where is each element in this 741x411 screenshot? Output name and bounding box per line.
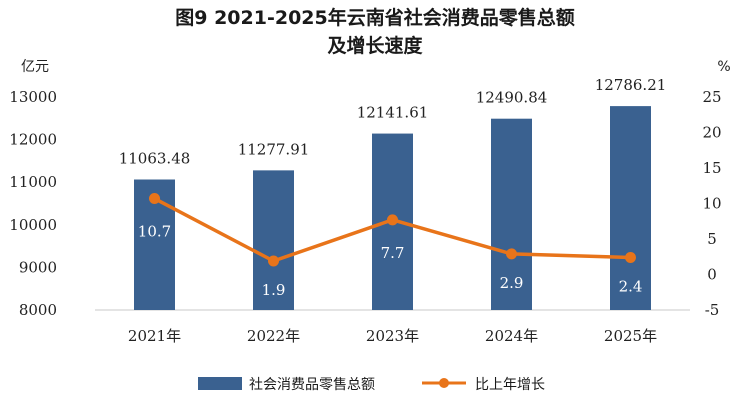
bar-series bbox=[134, 106, 651, 310]
growth-point bbox=[625, 251, 636, 263]
bar-value-label: 11277.91 bbox=[238, 140, 310, 158]
legend-bar-label: 社会消费品零售总额 bbox=[249, 377, 375, 393]
right-tick-label: 5 bbox=[707, 230, 717, 248]
x-axis-categories: 2021年 2022年 2023年 2024年 2025年 bbox=[128, 327, 657, 345]
left-tick-label: 10000 bbox=[9, 216, 57, 234]
left-tick-label: 8000 bbox=[19, 301, 57, 319]
right-tick-label: 10 bbox=[702, 195, 721, 213]
bar bbox=[491, 118, 532, 310]
growth-value-label: 10.7 bbox=[138, 223, 171, 241]
left-tick-label: 11000 bbox=[9, 173, 57, 191]
x-category-label: 2021年 bbox=[128, 327, 181, 345]
growth-point bbox=[387, 214, 398, 226]
x-category-label: 2024年 bbox=[485, 327, 538, 345]
bar bbox=[253, 170, 294, 310]
right-tick-label: -5 bbox=[705, 301, 720, 319]
right-tick-label: 20 bbox=[702, 124, 721, 142]
bar-value-label: 12786.21 bbox=[595, 76, 667, 94]
growth-value-label: 2.4 bbox=[619, 277, 643, 295]
line-series bbox=[149, 193, 636, 267]
growth-value-label: 7.7 bbox=[381, 244, 405, 262]
bar-value-labels: 11063.48 11277.91 12141.61 12490.84 12786.21 bbox=[119, 76, 667, 167]
legend-line-marker bbox=[439, 378, 449, 388]
chart-title-line-2: 及增长速度 bbox=[327, 34, 423, 57]
legend-line-label: 比上年增长 bbox=[475, 377, 545, 393]
x-category-label: 2025年 bbox=[604, 327, 657, 345]
left-axis-ticks: 8000 9000 10000 11000 12000 13000 bbox=[9, 88, 57, 319]
left-tick-label: 12000 bbox=[9, 131, 57, 149]
bar-value-label: 12490.84 bbox=[476, 89, 548, 107]
legend: 社会消费品零售总额 比上年增长 bbox=[198, 377, 545, 393]
right-axis-unit: % bbox=[717, 59, 730, 75]
legend-bar-swatch bbox=[198, 377, 242, 390]
right-axis-ticks: -5 0 5 10 15 20 25 bbox=[702, 88, 721, 319]
growth-point bbox=[149, 193, 160, 205]
right-tick-label: 0 bbox=[707, 266, 717, 284]
growth-value-label: 1.9 bbox=[262, 281, 286, 299]
left-axis-unit: 亿元 bbox=[21, 59, 49, 75]
right-tick-label: 15 bbox=[702, 159, 721, 177]
x-category-label: 2023年 bbox=[366, 327, 419, 345]
chart-title-line-1: 图9 2021-2025年云南省社会消费品零售总额 bbox=[175, 6, 574, 29]
right-tick-label: 25 bbox=[702, 88, 721, 106]
left-tick-label: 13000 bbox=[9, 88, 57, 106]
bar-value-label: 12141.61 bbox=[357, 104, 429, 122]
x-category-label: 2022年 bbox=[247, 327, 300, 345]
growth-point bbox=[506, 248, 517, 260]
bar-value-label: 11063.48 bbox=[119, 149, 191, 167]
growth-value-label: 2.9 bbox=[500, 274, 524, 292]
bar bbox=[610, 106, 651, 310]
growth-point bbox=[268, 255, 279, 267]
growth-value-labels: 10.7 1.9 7.7 2.9 2.4 bbox=[138, 223, 643, 299]
left-tick-label: 9000 bbox=[19, 258, 57, 276]
